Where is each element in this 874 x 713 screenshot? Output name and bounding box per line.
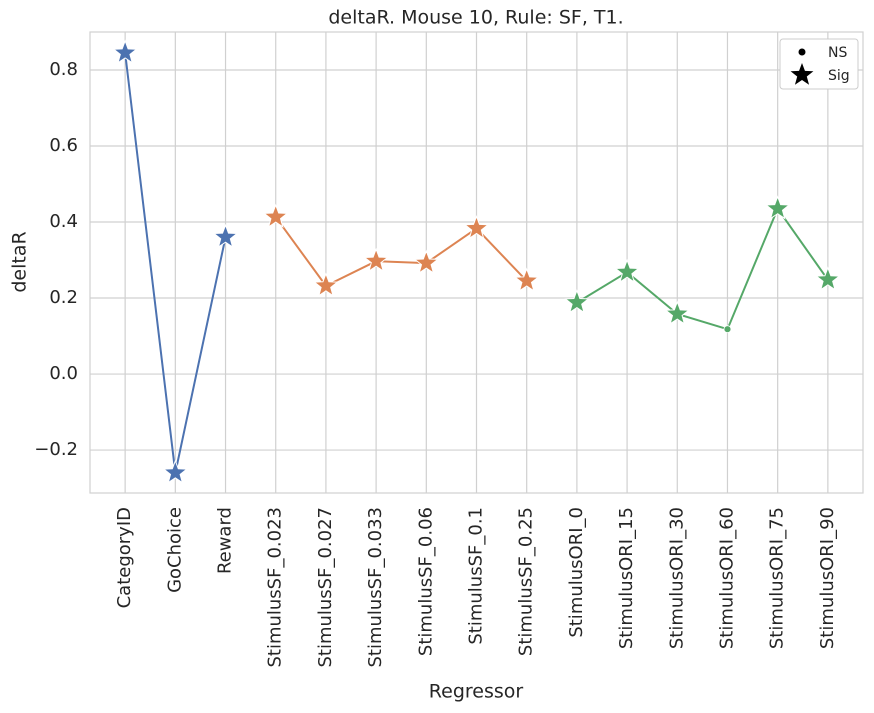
- y-tick-label: 0.0: [49, 363, 78, 384]
- x-tick-label: StimulusORI_75: [767, 507, 788, 649]
- ns-marker: [723, 325, 732, 334]
- legend-ns-marker: [798, 48, 806, 56]
- x-tick-label: StimulusSF_0.033: [365, 507, 386, 668]
- sig-marker: [564, 289, 590, 314]
- x-tick-label: CategoryID: [114, 507, 135, 608]
- x-tick-label: StimulusORI_30: [666, 507, 687, 649]
- sig-marker: [162, 459, 189, 484]
- sig-marker: [413, 249, 440, 274]
- sig-marker: [262, 203, 289, 228]
- series-line: [274, 216, 528, 288]
- y-tick-label: 0.8: [49, 59, 78, 80]
- sig-marker: [614, 258, 640, 284]
- x-tick-label: Reward: [215, 507, 236, 574]
- sig-marker: [664, 300, 691, 325]
- y-tick-label: 0.6: [49, 135, 78, 156]
- x-tick-label: StimulusORI_0: [566, 507, 587, 638]
- sig-marker: [363, 247, 389, 273]
- y-tick-label: 0.4: [49, 211, 78, 232]
- x-tick-label: StimulusORI_90: [817, 507, 838, 649]
- plot-frame: [89, 31, 864, 494]
- x-tick-label: StimulusSF_0.06: [415, 507, 436, 656]
- y-tick-label: −0.2: [34, 439, 78, 460]
- sig-marker: [212, 223, 239, 249]
- series-line: [576, 206, 829, 331]
- sig-marker: [463, 215, 490, 240]
- sig-marker: [513, 267, 540, 292]
- x-tick-label: StimulusSF_0.023: [265, 507, 286, 668]
- sig-marker: [815, 266, 841, 291]
- x-tick-label: StimulusSF_0.027: [315, 507, 336, 668]
- x-tick-label: GoChoice: [164, 507, 185, 593]
- sig-marker: [112, 39, 138, 64]
- x-tick-label: StimulusSF_0.1: [466, 507, 487, 645]
- sig-marker: [764, 195, 791, 220]
- legend-label: NS: [828, 45, 847, 61]
- legend-label: Sig: [828, 68, 850, 84]
- x-tick-label: StimulusORI_60: [716, 507, 737, 649]
- y-axis-label: deltaR: [9, 231, 31, 292]
- x-axis-label: Regressor: [429, 681, 524, 703]
- chart-title: deltaR. Mouse 10, Rule: SF, T1.: [328, 7, 623, 29]
- x-tick-label: StimulusSF_0.25: [516, 507, 537, 656]
- x-tick-label: StimulusORI_15: [616, 507, 637, 649]
- legend-sig-marker: [790, 63, 814, 85]
- y-tick-label: 0.2: [49, 287, 78, 308]
- sig-marker: [313, 272, 339, 297]
